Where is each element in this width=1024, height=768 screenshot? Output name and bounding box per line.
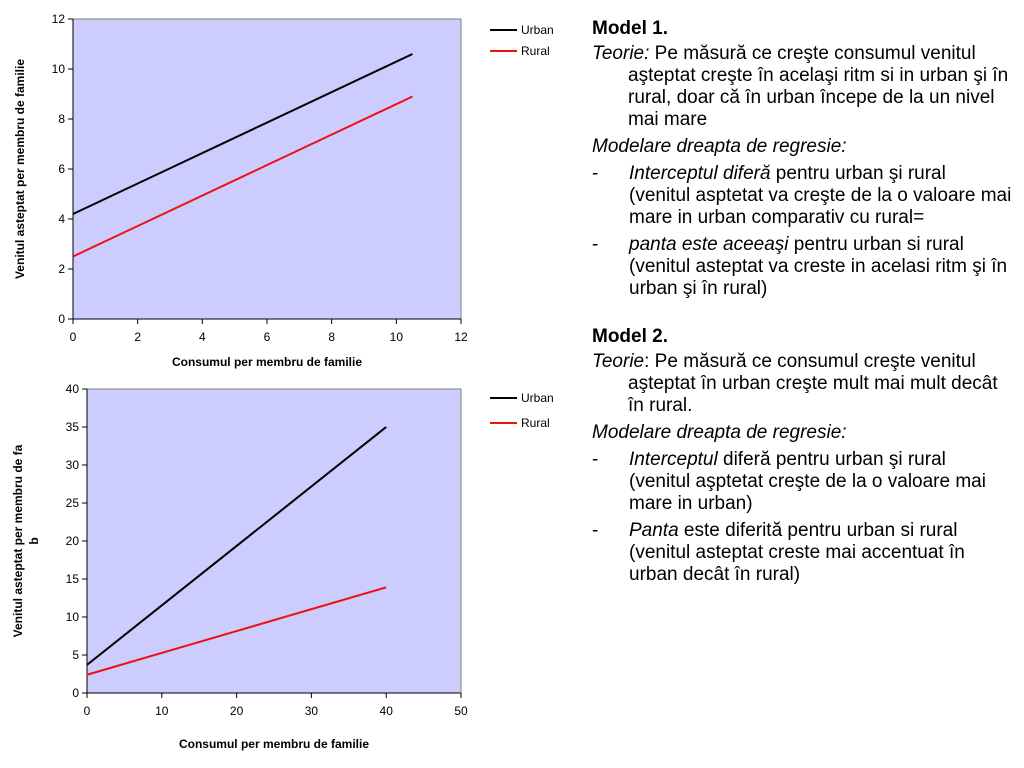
y-tick-label: 2 bbox=[58, 262, 65, 276]
model-2-block: Model 2. Teorie: Pe măsură ce consumul c… bbox=[592, 326, 1012, 586]
bullet-italic: Interceptul diferă bbox=[629, 163, 771, 184]
legend-label-urban: Urban bbox=[521, 391, 554, 405]
x-tick-label: 2 bbox=[134, 330, 141, 344]
bullet-dash: - bbox=[592, 234, 599, 255]
y-tick-label: 8 bbox=[58, 112, 65, 126]
plot-area bbox=[86, 388, 462, 694]
model-2-theory-text: : Pe măsură ce consumul creşte venitul a… bbox=[628, 351, 998, 416]
x-tick-label: 30 bbox=[305, 704, 319, 718]
legend-label-urban: Urban bbox=[521, 23, 554, 37]
series-line-rural bbox=[72, 95, 413, 258]
x-tick-label: 10 bbox=[155, 704, 169, 718]
y-tick-label: 4 bbox=[58, 212, 65, 226]
bullet-dash: - bbox=[592, 520, 599, 541]
x-tick-label: 4 bbox=[199, 330, 206, 344]
chart-model-2: 0 5 10 15 20 25 30 35 40 0 10 20 30 40 50 Urban Rural Con… bbox=[11, 382, 554, 751]
series-line-urban bbox=[86, 426, 387, 666]
series-line-rural bbox=[86, 586, 387, 676]
plot-area bbox=[72, 18, 462, 320]
chart-model-1: 0 2 4 6 8 10 12 0 2 4 6 8 10 12 Urban Rural Consumul per… bbox=[13, 12, 554, 369]
bullet-text: pentru urban si rural (venitul asteptat … bbox=[629, 234, 1008, 299]
y-tick-label: 25 bbox=[66, 496, 80, 510]
model-1-theory: Teorie: Pe măsură ce creşte consumul ven… bbox=[592, 43, 1012, 131]
model-1-bullet-2: - panta este aceeaşi pentru urban si rura… bbox=[592, 234, 1012, 300]
x-tick-label: 0 bbox=[84, 704, 91, 718]
legend-label-rural: Rural bbox=[521, 416, 550, 430]
y-tick-label: 10 bbox=[52, 62, 66, 76]
y-tick-label: 0 bbox=[58, 312, 65, 326]
model-1-theory-text: Pe măsură ce creşte consumul venitul aşt… bbox=[628, 43, 1009, 130]
bullet-italic: Panta bbox=[629, 520, 679, 541]
model-2-theory: Teorie: Pe măsură ce consumul creşte ven… bbox=[592, 351, 1012, 417]
y-tick-label: 10 bbox=[66, 610, 80, 624]
model-1-modelare: Modelare dreapta de regresie: bbox=[592, 136, 847, 157]
y-axis-title: Venitul asteptat per membru de familie bbox=[13, 59, 27, 279]
bullet-text: pentru urban şi rural (venitul asptetat … bbox=[629, 163, 1012, 228]
y-tick-label: 40 bbox=[66, 382, 80, 396]
model-1-bullet-1: - Interceptul diferă pentru urban şi rura… bbox=[592, 163, 1012, 229]
x-tick-label: 6 bbox=[264, 330, 271, 344]
x-tick-label: 10 bbox=[390, 330, 404, 344]
x-axis-title: Consumul per membru de familie bbox=[179, 737, 369, 751]
x-tick-label: 50 bbox=[454, 704, 468, 718]
model-1-title: Model 1. bbox=[592, 18, 669, 39]
y-tick-label: 35 bbox=[66, 420, 80, 434]
x-tick-label: 12 bbox=[454, 330, 468, 344]
y-tick-label: 0 bbox=[72, 686, 79, 700]
model-1-block: Model 1. Teorie: Pe măsură ce creşte con… bbox=[592, 18, 1012, 300]
x-tick-label: 40 bbox=[380, 704, 394, 718]
y-axis-title: Venitul asteptat per membru de fa b bbox=[11, 444, 41, 637]
model-2-bullet-2: - Panta este diferită pentru urban si rur… bbox=[592, 520, 1012, 586]
x-tick-label: 20 bbox=[230, 704, 244, 718]
y-axis-title-line: Venitul asteptat per membru de fa bbox=[11, 444, 25, 637]
model-2-title: Model 2. bbox=[592, 326, 669, 347]
bullet-dash: - bbox=[592, 449, 599, 470]
text-panel: Model 1. Teorie: Pe măsură ce creşte con… bbox=[592, 18, 1012, 612]
y-tick-label: 30 bbox=[66, 458, 80, 472]
y-tick-label: 5 bbox=[72, 648, 79, 662]
y-tick-label: 6 bbox=[58, 162, 65, 176]
y-axis-title-line: b bbox=[27, 537, 41, 544]
y-tick-label: 15 bbox=[66, 572, 80, 586]
model-2-bullet-1: - Interceptul diferă pentru urban şi rura… bbox=[592, 449, 1012, 515]
bullet-italic: Interceptul bbox=[629, 449, 718, 470]
y-tick-label: 12 bbox=[52, 12, 66, 26]
series-line-urban bbox=[72, 53, 413, 215]
bullet-dash: - bbox=[592, 163, 599, 184]
x-axis-title: Consumul per membru de familie bbox=[172, 355, 362, 369]
bullet-text: este diferită pentru urban si rural (ven… bbox=[629, 520, 965, 585]
x-tick-label: 0 bbox=[70, 330, 77, 344]
bullet-text: diferă pentru urban şi rural (venitul aş… bbox=[629, 449, 986, 514]
x-tick-label: 8 bbox=[328, 330, 335, 344]
legend-label-rural: Rural bbox=[521, 44, 550, 58]
model-1-theory-label: Teorie: bbox=[592, 43, 650, 64]
y-tick-label: 20 bbox=[66, 534, 80, 548]
model-2-theory-label: Teorie bbox=[592, 351, 645, 372]
model-2-modelare: Modelare dreapta de regresie: bbox=[592, 422, 847, 443]
bullet-italic: panta este aceeaşi bbox=[629, 234, 789, 255]
